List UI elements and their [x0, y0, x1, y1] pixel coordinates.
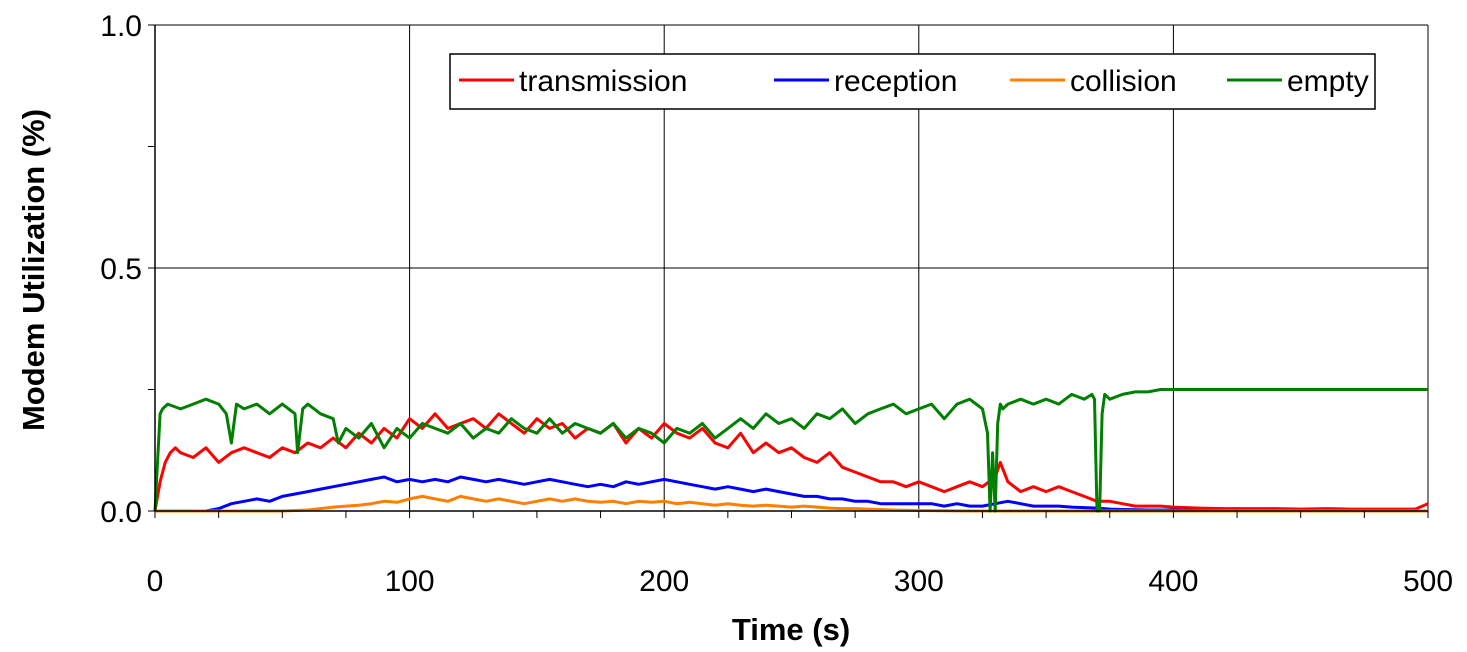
legend-label-collision: collision	[1070, 65, 1177, 98]
series-line-reception	[155, 475, 1428, 513]
legend-box	[449, 53, 1376, 110]
x-tick-label: 400	[1148, 565, 1198, 598]
axes	[148, 24, 1429, 518]
x-tick-label: 300	[894, 565, 944, 598]
legend: transmission reception collision empty	[449, 53, 1376, 110]
x-tick-label: 0	[147, 565, 164, 598]
x-axis-title: Time (s)	[732, 612, 850, 647]
x-tick-label: 500	[1403, 565, 1453, 598]
y-tick-label: 1.0	[100, 10, 142, 43]
y-axis-title: Modem Utilization (%)	[16, 109, 51, 431]
tick-labels: 0 100 200 300 400 500 0.0 0.5 1.0	[100, 10, 1453, 598]
x-tick-label: 200	[639, 565, 689, 598]
x-tick-label: 100	[385, 565, 435, 598]
legend-label-transmission: transmission	[519, 65, 687, 98]
y-tick-label: 0.5	[100, 253, 142, 286]
y-tick-label: 0.0	[100, 496, 142, 529]
series-line-transmission	[153, 412, 1429, 512]
series-line-empty	[153, 388, 1428, 513]
legend-label-reception: reception	[834, 65, 957, 98]
series-line-collision	[155, 494, 1428, 513]
legend-label-empty: empty	[1287, 65, 1369, 98]
series-layer	[153, 388, 1429, 513]
